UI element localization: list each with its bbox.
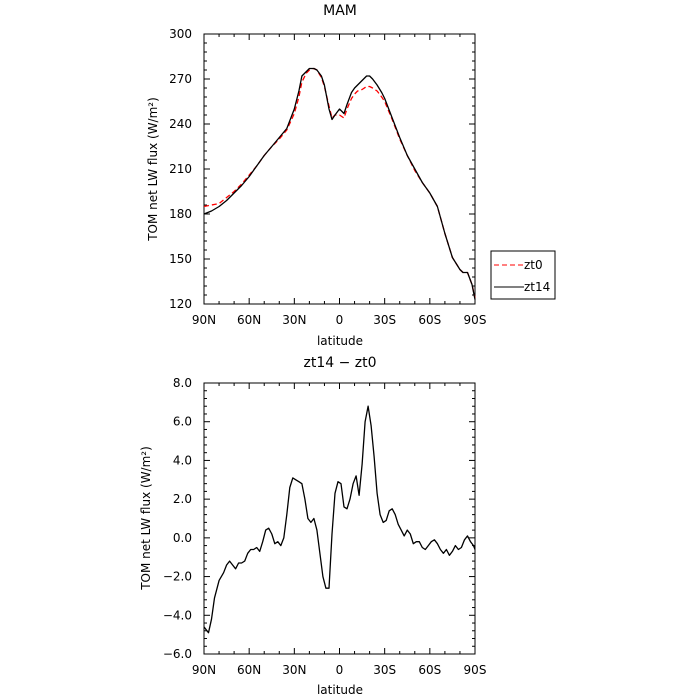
- x-tick-label: 30S: [373, 663, 396, 677]
- panel-difference: zt14 − zt0 90N 60N 30N 0 30S 60S 90S −6.0−4.0−…: [139, 355, 486, 697]
- x-tick-label: 30N: [282, 663, 306, 677]
- y-tick-label: −4.0: [163, 608, 192, 622]
- y-tick-label: 6.0: [173, 415, 192, 429]
- tick-marks: [203, 33, 476, 305]
- panel-mam: MAM 90N 60N 30N 0 30S 60S 90S 120 150 180 210 240 2…: [146, 3, 556, 348]
- y-tick-label: −6.0: [163, 647, 192, 661]
- y-tick-label: 0.0: [173, 531, 192, 545]
- x-tick-label: 90N: [192, 313, 216, 327]
- x-tick-label: 0: [336, 663, 344, 677]
- x-tick-labels: 90N 60N 30N 0 30S 60S 90S: [192, 663, 487, 677]
- x-tick-label: 60N: [237, 663, 261, 677]
- x-tick-label: 90S: [464, 663, 487, 677]
- x-tick-labels: 90N 60N 30N 0 30S 60S 90S: [192, 313, 487, 327]
- x-tick-label: 90N: [192, 663, 216, 677]
- y-tick-label: 8.0: [173, 376, 192, 390]
- x-tick-label: 60S: [418, 313, 441, 327]
- x-tick-label: 60N: [237, 313, 261, 327]
- x-tick-label: 30S: [373, 313, 396, 327]
- series-line-zt0: [203, 67, 476, 299]
- y-tick-label: 150: [169, 252, 192, 266]
- series-line-zt14: [203, 67, 476, 300]
- series-lines: [203, 67, 476, 300]
- legend-label-zt0: zt0: [524, 258, 543, 272]
- legend-label-zt14: zt14: [524, 280, 550, 294]
- y-tick-label: 4.0: [173, 453, 192, 467]
- y-axis-label: TOM net LW flux (W/m²): [139, 446, 153, 591]
- y-tick-labels: 120 150 180 210 240 270 300: [169, 27, 192, 311]
- y-tick-label: 270: [169, 72, 192, 86]
- series-lines: [203, 405, 476, 634]
- legend: zt0 zt14: [490, 250, 556, 300]
- panel-title: MAM: [323, 3, 357, 19]
- y-tick-label: 180: [169, 207, 192, 221]
- x-axis-label: latitude: [317, 334, 363, 348]
- y-tick-labels: −6.0 −4.0 −2.0 0.0 2.0 4.0 6.0 8.0: [163, 376, 192, 661]
- x-tick-label: 0: [336, 313, 344, 327]
- y-tick-label: 240: [169, 117, 192, 131]
- x-axis-label: latitude: [317, 683, 363, 697]
- tick-marks: [203, 382, 476, 655]
- plot-frame: [203, 33, 476, 305]
- x-tick-label: 60S: [418, 663, 441, 677]
- y-tick-label: 300: [169, 27, 192, 41]
- y-tick-label: 2.0: [173, 492, 192, 506]
- series-line-series-0: [203, 405, 476, 634]
- y-tick-label: 120: [169, 297, 192, 311]
- panel-title: zt14 − zt0: [303, 355, 376, 371]
- y-axis-label: TOM net LW flux (W/m²): [146, 97, 160, 242]
- y-tick-label: −2.0: [163, 570, 192, 584]
- legend-box: [490, 250, 556, 300]
- y-tick-label: 210: [169, 162, 192, 176]
- plot-frame: [203, 382, 476, 655]
- x-tick-label: 90S: [464, 313, 487, 327]
- x-tick-label: 30N: [282, 313, 306, 327]
